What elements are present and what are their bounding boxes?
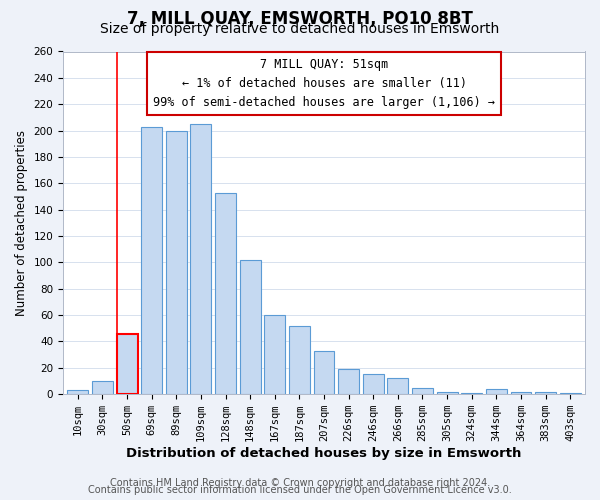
Bar bbox=[239, 260, 260, 394]
Bar bbox=[190, 124, 211, 394]
Text: Contains public sector information licensed under the Open Government Licence v3: Contains public sector information licen… bbox=[88, 485, 512, 495]
Bar bbox=[289, 326, 310, 394]
Bar bbox=[265, 315, 285, 394]
Bar bbox=[92, 381, 113, 394]
Bar bbox=[412, 388, 433, 394]
Bar bbox=[535, 392, 556, 394]
Y-axis label: Number of detached properties: Number of detached properties bbox=[15, 130, 28, 316]
Text: Contains HM Land Registry data © Crown copyright and database right 2024.: Contains HM Land Registry data © Crown c… bbox=[110, 478, 490, 488]
Text: 7, MILL QUAY, EMSWORTH, PO10 8BT: 7, MILL QUAY, EMSWORTH, PO10 8BT bbox=[127, 10, 473, 28]
Bar bbox=[215, 192, 236, 394]
X-axis label: Distribution of detached houses by size in Emsworth: Distribution of detached houses by size … bbox=[127, 447, 522, 460]
Bar bbox=[363, 374, 384, 394]
Bar bbox=[67, 390, 88, 394]
Bar bbox=[560, 393, 581, 394]
Bar bbox=[437, 392, 458, 394]
Bar bbox=[338, 369, 359, 394]
Bar bbox=[141, 126, 162, 394]
Bar bbox=[314, 350, 334, 394]
Bar bbox=[166, 130, 187, 394]
Text: Size of property relative to detached houses in Emsworth: Size of property relative to detached ho… bbox=[100, 22, 500, 36]
Bar bbox=[116, 334, 137, 394]
Bar bbox=[511, 392, 532, 394]
Bar bbox=[388, 378, 409, 394]
Text: 7 MILL QUAY: 51sqm
← 1% of detached houses are smaller (11)
99% of semi-detached: 7 MILL QUAY: 51sqm ← 1% of detached hous… bbox=[153, 58, 495, 110]
Bar bbox=[461, 393, 482, 394]
Bar bbox=[486, 389, 507, 394]
